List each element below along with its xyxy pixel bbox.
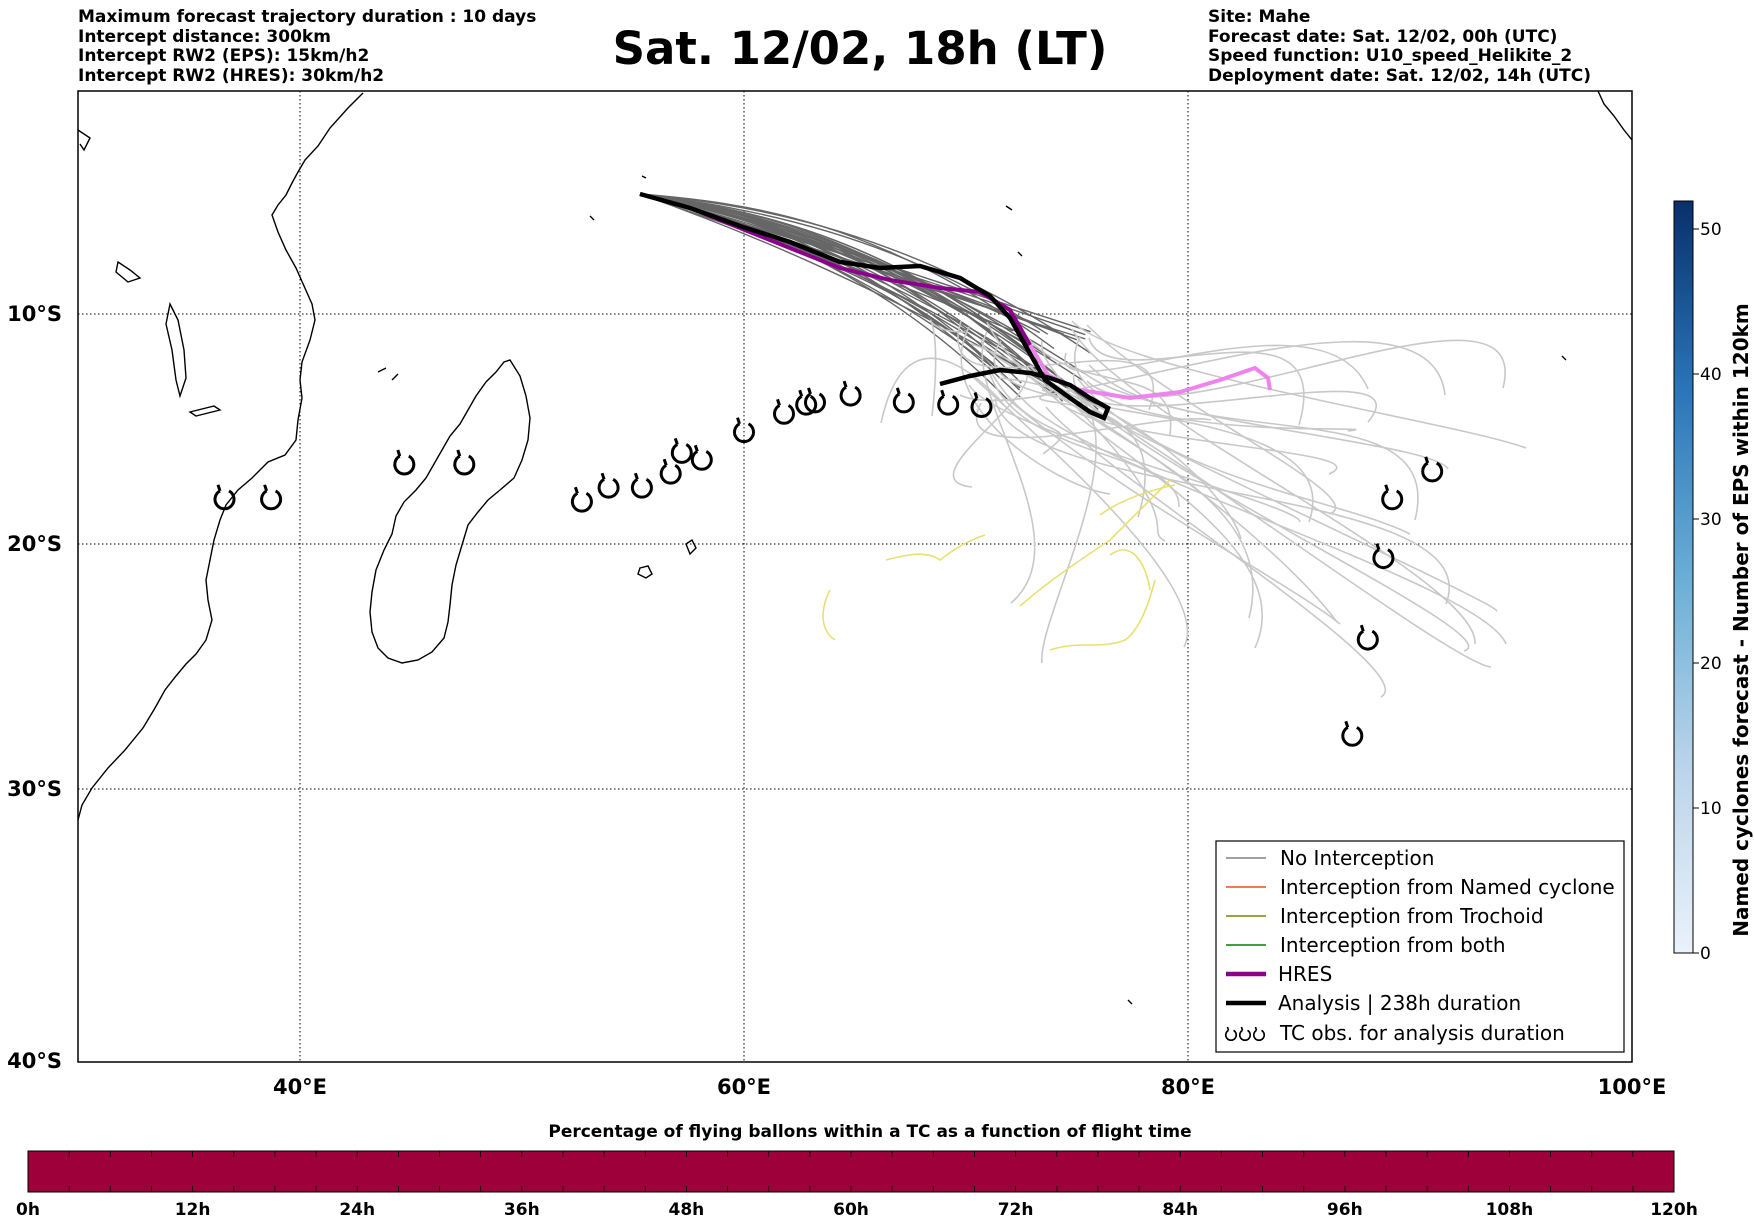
header-right: Site: Mahe Forecast date: Sat. 12/02, 00…: [1208, 7, 1592, 86]
map-axis-labels: 40°E 60°E 80°E 100°E 10°S 20°S 30°S 40°S: [7, 302, 1666, 1099]
header-left: Maximum forecast trajectory duration : 1…: [78, 7, 537, 86]
chagos-islands: [1127, 355, 1567, 1005]
lake-victoria: [115, 260, 142, 283]
bottom-colorbar-tick: 72h: [998, 1200, 1034, 1220]
colorbar-ramp: [1673, 200, 1694, 954]
colorbar-tick-40: 40: [1700, 365, 1722, 385]
mauritius-island: [637, 565, 653, 579]
eps-track: [639, 193, 1087, 376]
eps-track: [1071, 328, 1476, 645]
eps-track: [968, 384, 1301, 523]
lat-tick-40: 40°S: [7, 1049, 62, 1073]
legend-label-trochoid: Interception from Trochoid: [1280, 904, 1544, 928]
eps-track: [994, 398, 1450, 605]
lat-tick-30: 30°S: [7, 777, 62, 801]
trochoid-tracks: [822, 479, 1176, 651]
bottom-colorbar-label: Percentage of flying ballons within a TC…: [548, 1122, 1191, 1142]
mozambique-channel-lake: [165, 301, 187, 399]
lake-malawi: [188, 405, 222, 417]
bottom-colorbar-tick: 120h: [1650, 1200, 1698, 1220]
site-text: Site: Mahe: [1208, 7, 1311, 27]
eps-track: [929, 319, 966, 417]
flight-time-colorbar: Percentage of flying ballons within a TC…: [16, 1122, 1698, 1220]
legend-label-both: Interception from both: [1280, 933, 1506, 957]
africa-coastline: [78, 92, 364, 821]
eps-track: [959, 341, 1446, 402]
legend-label-analysis: Analysis | 238h duration: [1278, 991, 1521, 1015]
colorbar-tick-30: 30: [1700, 510, 1722, 530]
eps-track: [1064, 344, 1369, 390]
indonesia-coast: [1597, 91, 1632, 141]
eps-track: [1071, 320, 1527, 449]
bottom-colorbar-tick: 0h: [16, 1200, 40, 1220]
legend-label-no-interception: No Interception: [1280, 846, 1434, 870]
bottom-colorbar-ramp: [27, 1150, 1675, 1193]
intercept-eps-text: Intercept RW2 (EPS): 15km/h2: [78, 46, 370, 66]
speed-function-text: Speed function: U10_speed_Helikite_2: [1208, 46, 1573, 66]
intercept-distance-text: Intercept distance: 300km: [78, 26, 331, 47]
bottom-colorbar-tick: 108h: [1486, 1200, 1534, 1220]
lon-tick-60: 60°E: [717, 1075, 771, 1099]
eps-track: [990, 371, 1062, 455]
eps-track: [972, 376, 1188, 648]
eps-track: [980, 338, 1497, 612]
map-gridlines: [78, 91, 1632, 1062]
max-duration-text: Maximum forecast trajectory duration : 1…: [78, 7, 537, 27]
bottom-colorbar-tick: 48h: [669, 1200, 705, 1220]
eps-track: [1007, 398, 1341, 625]
deployment-date-text: Deployment date: Sat. 12/02, 14h (UTC): [1208, 65, 1592, 86]
eps-track: [1077, 408, 1166, 542]
legend-label-hres: HRES: [1278, 962, 1332, 986]
lat-tick-20: 20°S: [7, 532, 62, 556]
lon-tick-80: 80°E: [1161, 1075, 1215, 1099]
colorbar-label: Named cyclones forecast - Number of EPS …: [1729, 303, 1753, 937]
eps-track: [639, 193, 1099, 411]
legend-label-tc-obs: TC obs. for analysis duration: [1279, 1021, 1565, 1045]
somalia-horn: [78, 129, 91, 152]
eps-track: [639, 193, 1055, 350]
bottom-colorbar-tick: 84h: [1162, 1200, 1198, 1220]
lon-tick-40: 40°E: [273, 1075, 327, 1099]
eps-track: [952, 369, 1029, 488]
eps-track: [1088, 337, 1305, 426]
lon-tick-100: 100°E: [1598, 1075, 1667, 1099]
lat-tick-10: 10°S: [7, 302, 62, 326]
eps-track: [988, 370, 1180, 508]
comoros-islands: [377, 367, 399, 381]
eps-track: [1074, 336, 1357, 432]
intercept-hres-text: Intercept RW2 (HRES): 30km/h2: [78, 65, 385, 86]
bottom-colorbar-tick: 60h: [833, 1200, 869, 1220]
bottom-colorbar-tick: 96h: [1327, 1200, 1363, 1220]
bottom-colorbar-tick: 36h: [504, 1200, 540, 1220]
eps-track: [981, 331, 1036, 604]
bottom-colorbar-tick: 24h: [339, 1200, 375, 1220]
legend-label-named-cyclone: Interception from Named cyclone: [1280, 875, 1615, 899]
eps-track: [639, 193, 1049, 385]
madagascar-coastline: [369, 359, 531, 664]
bottom-colorbar-tick: 12h: [175, 1200, 211, 1220]
named-cyclones-colorbar: 0 10 20 30 40 50 Named cyclones forecast…: [1673, 200, 1753, 964]
legend: No Interception Interception from Named …: [1215, 840, 1625, 1053]
colorbar-tick-20: 20: [1700, 654, 1722, 674]
eps-track: [1065, 406, 1338, 475]
eps-track: [1077, 378, 1411, 535]
forecast-date-text: Forecast date: Sat. 12/02, 00h (UTC): [1208, 26, 1558, 47]
colorbar-tick-10: 10: [1700, 799, 1722, 819]
eps-track: [1086, 324, 1337, 515]
legend-box: [1215, 840, 1625, 1053]
eps-track: [880, 357, 1004, 424]
colorbar-tick-0: 0: [1700, 944, 1711, 964]
reunion-island: [685, 538, 697, 556]
seychelles-islands: [589, 175, 1023, 257]
coastlines: [78, 91, 1632, 1005]
map-title: Sat. 12/02, 18h (LT): [612, 22, 1108, 75]
eps-track: [960, 326, 1111, 495]
colorbar-tick-50: 50: [1700, 220, 1722, 240]
eps-track: [993, 340, 1314, 523]
analysis-track: [639, 191, 1111, 421]
